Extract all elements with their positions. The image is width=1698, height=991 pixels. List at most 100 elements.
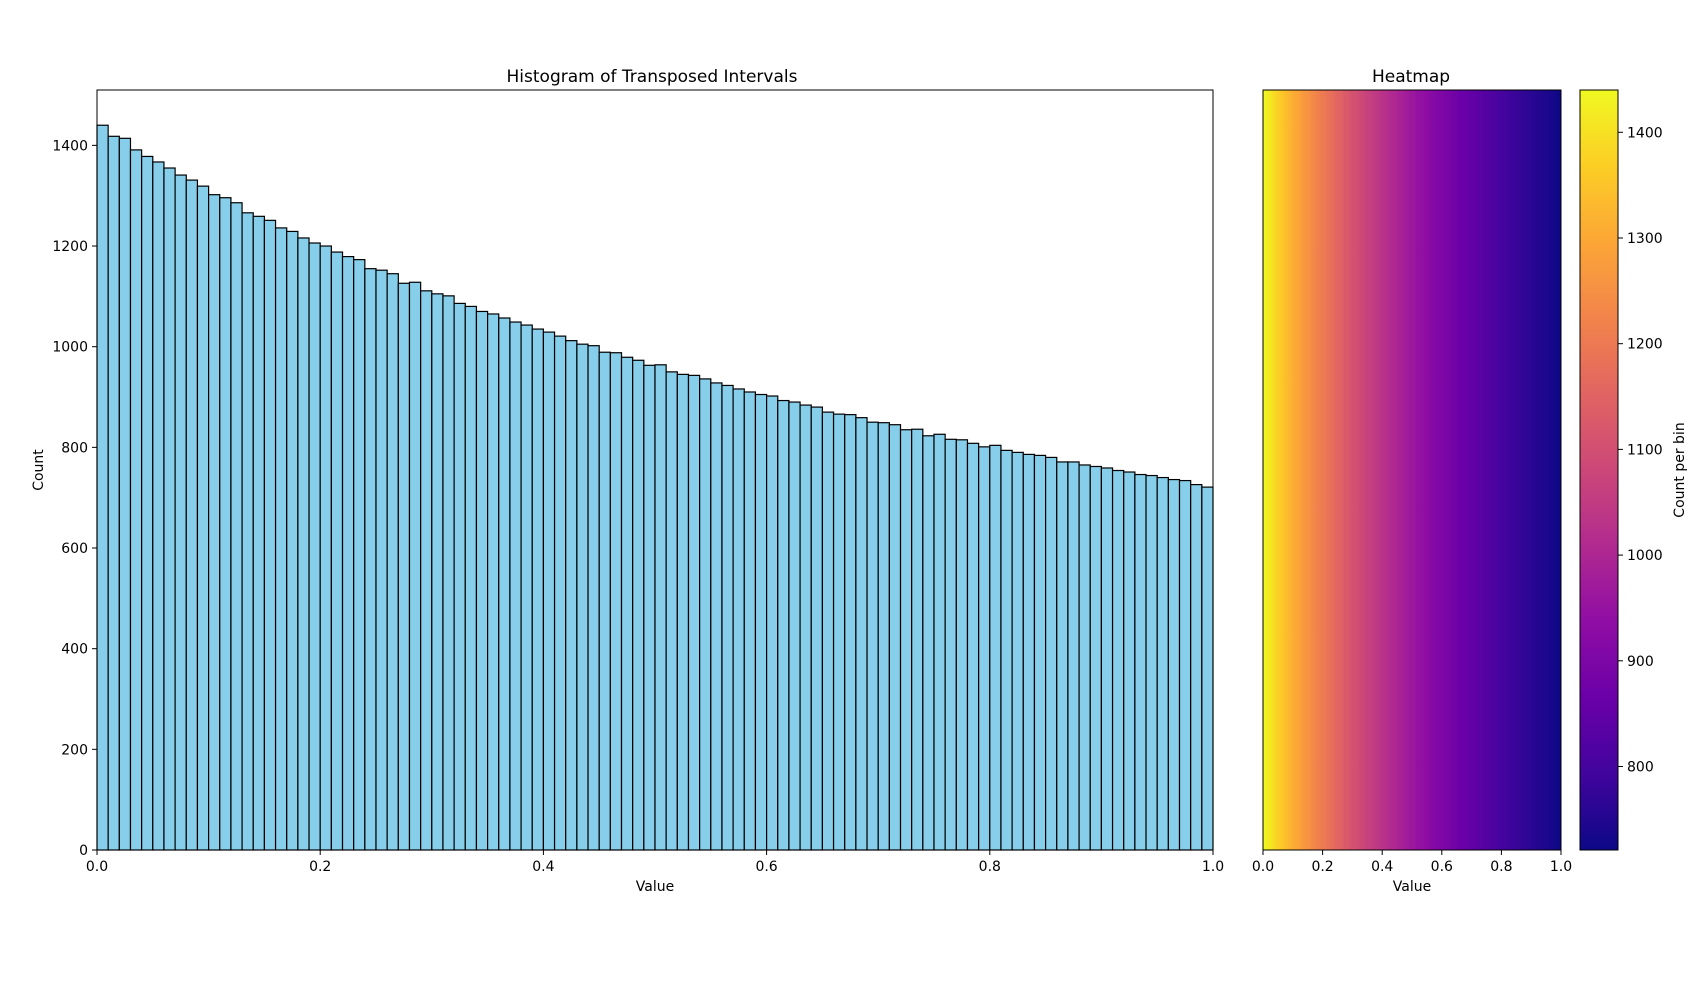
y-tick-label: 400 — [61, 642, 88, 658]
histogram-bar — [643, 364, 656, 851]
histogram-bar — [241, 212, 254, 851]
x-tick-label: 0.2 — [309, 859, 331, 875]
heatmap-x-tick-label: 0.0 — [1252, 859, 1274, 875]
colorbar-ticks: 800 900 1000 1100 1200 1300 1400 — [1618, 125, 1663, 775]
histogram-bar — [453, 302, 466, 851]
histogram-bar — [765, 395, 779, 851]
histogram-y-ticks: 0 200 400 600 800 1000 1200 1400 — [52, 138, 97, 859]
histogram-bar — [498, 317, 511, 851]
colorbar-tick-label: 1200 — [1627, 337, 1663, 353]
histogram-bar — [732, 388, 745, 851]
histogram-bar — [542, 331, 556, 851]
heatmap-frame — [1262, 89, 1562, 851]
heatmap-x-ticks: 0.0 0.2 0.4 0.6 0.8 1.0 — [1252, 850, 1572, 875]
histogram-bar — [676, 373, 690, 851]
histogram-bar — [1067, 461, 1080, 851]
histogram-bar — [888, 424, 902, 851]
histogram-bar — [230, 202, 243, 851]
histogram-bar — [832, 413, 846, 851]
histogram-bar — [219, 197, 232, 851]
histogram-bar — [386, 273, 399, 851]
x-tick-label: 0.0 — [86, 859, 108, 875]
heatmap-x-label: Value — [1393, 879, 1431, 895]
histogram-bar — [587, 345, 600, 851]
histogram-bar — [788, 401, 801, 851]
histogram-bar — [375, 269, 388, 851]
histogram-bar — [799, 404, 812, 851]
histogram-bar — [274, 227, 288, 851]
histogram-bar — [565, 340, 578, 851]
x-tick-label: 0.4 — [532, 859, 554, 875]
histogram-bar — [509, 321, 522, 851]
histogram-bar — [397, 282, 411, 851]
histogram-bar — [118, 137, 132, 851]
histogram-bar — [911, 428, 924, 851]
histogram-bar — [431, 293, 444, 851]
heatmap-x-tick-label: 0.2 — [1311, 859, 1333, 875]
histogram-bar — [319, 245, 332, 851]
y-tick-label: 600 — [61, 541, 88, 557]
histogram-bar — [442, 295, 455, 851]
histogram-bar — [609, 352, 623, 851]
histogram-bar — [810, 406, 823, 851]
colorbar-tick-label: 800 — [1627, 759, 1654, 775]
histogram-bar — [721, 384, 734, 851]
histogram-bar — [1156, 476, 1169, 851]
heatmap-x-tick-label: 0.8 — [1490, 859, 1512, 875]
colorbar-tick-label: 1300 — [1627, 231, 1663, 247]
histogram-bar — [129, 149, 143, 851]
histogram-bar — [1111, 469, 1125, 851]
histogram-title: Histogram of Transposed Intervals — [507, 67, 798, 87]
x-tick-label: 0.6 — [755, 859, 777, 875]
histogram-bar — [1011, 451, 1024, 851]
colorbar-frame — [1579, 89, 1619, 851]
colorbar-gradient — [1580, 90, 1618, 850]
histogram-bar — [553, 335, 567, 851]
histogram-bar — [1201, 486, 1214, 851]
histogram-bar — [152, 161, 165, 851]
y-tick-label: 1400 — [52, 138, 88, 154]
colorbar-tick-label: 1000 — [1627, 548, 1663, 564]
histogram-bar — [1178, 479, 1192, 851]
histogram-bar — [598, 351, 611, 851]
histogram-bar — [364, 268, 377, 851]
histogram-bar — [353, 259, 366, 851]
histogram-bar — [966, 442, 980, 851]
histogram-bar — [743, 391, 757, 851]
histogram-bar — [754, 393, 768, 851]
histogram-bar — [978, 446, 991, 851]
histogram-bar — [877, 422, 890, 851]
histogram-bar — [989, 444, 1002, 851]
histogram-bar — [1000, 449, 1013, 851]
heatmap-x-tick-label: 1.0 — [1550, 859, 1572, 875]
histogram-bar — [531, 328, 544, 851]
histogram-bar — [308, 242, 321, 851]
histogram-bar — [420, 290, 433, 851]
heatmap-title: Heatmap — [1372, 67, 1450, 87]
histogram-bar — [252, 215, 266, 851]
histogram-bar — [141, 155, 154, 851]
histogram-bar — [1056, 461, 1069, 851]
histogram-bar — [196, 185, 210, 851]
y-tick-label: 1200 — [52, 239, 88, 255]
histogram-bar — [297, 237, 310, 851]
histogram-bar — [96, 124, 109, 851]
x-tick-label: 1.0 — [1202, 859, 1224, 875]
x-tick-label: 0.8 — [979, 859, 1001, 875]
histogram-bar — [855, 417, 868, 851]
colorbar-tick-label: 900 — [1627, 654, 1654, 670]
histogram-bar — [107, 135, 120, 851]
histogram-bar — [933, 433, 946, 851]
histogram-bar — [620, 356, 634, 851]
histogram-panel: Histogram of Transposed Intervals 0.0 0.2… — [31, 67, 1224, 895]
y-tick-label: 800 — [61, 440, 88, 456]
histogram-bar — [710, 382, 723, 851]
histogram-bar — [487, 313, 500, 851]
histogram-bar — [1145, 474, 1158, 851]
histogram-bar — [844, 414, 857, 851]
histogram-bar — [174, 174, 187, 851]
histogram-bar — [286, 230, 299, 851]
histogram-frame — [96, 89, 1214, 851]
histogram-bar — [866, 421, 879, 851]
